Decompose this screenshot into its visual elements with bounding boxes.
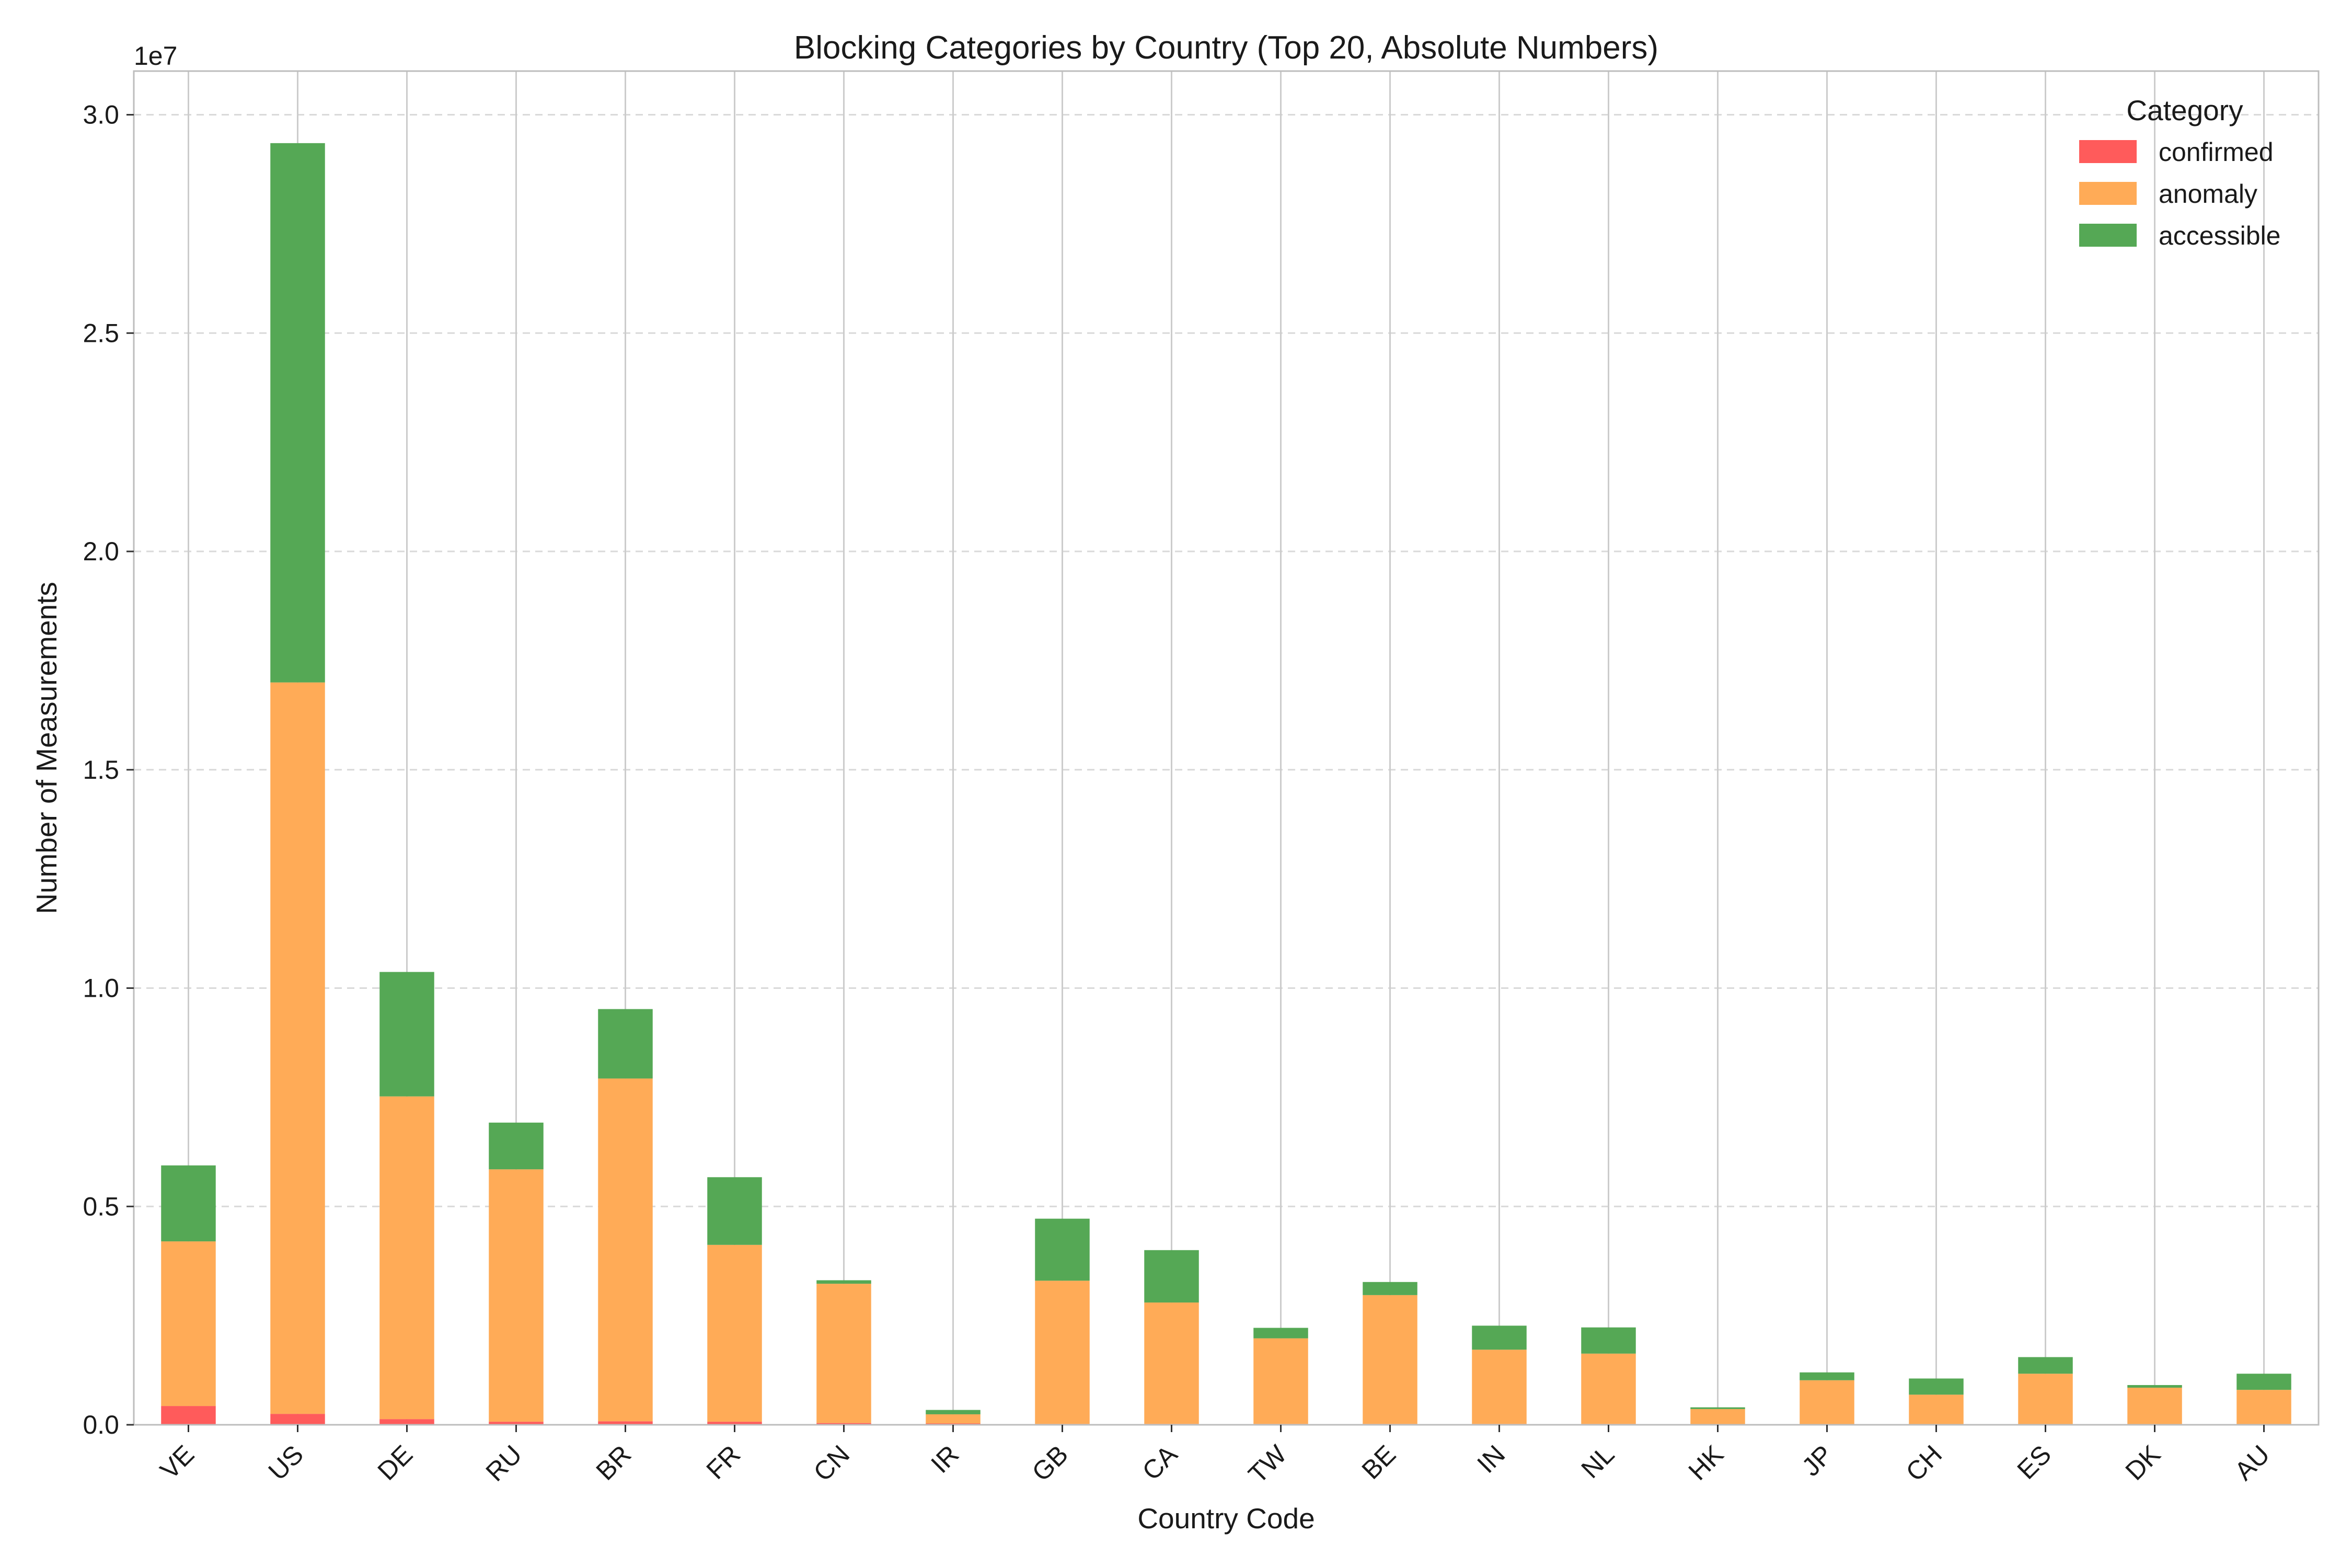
legend-label-confirmed: confirmed bbox=[2159, 137, 2274, 167]
bar-accessible-CN bbox=[816, 1280, 871, 1284]
x-axis-label: Country Code bbox=[1137, 1502, 1315, 1535]
bar-accessible-CA bbox=[1144, 1250, 1199, 1303]
bar-confirmed-RU bbox=[489, 1422, 544, 1425]
bar-confirmed-VE bbox=[161, 1406, 216, 1425]
bar-accessible-GB bbox=[1035, 1218, 1090, 1281]
bar-accessible-IR bbox=[926, 1410, 981, 1414]
bar-anomaly-NL bbox=[1581, 1353, 1636, 1424]
bar-confirmed-CN bbox=[816, 1423, 871, 1425]
y-axis-label: Number of Measurements bbox=[30, 582, 63, 914]
bar-anomaly-VE bbox=[161, 1241, 216, 1406]
bar-accessible-NL bbox=[1581, 1327, 1636, 1354]
bar-anomaly-US bbox=[270, 682, 325, 1414]
bar-anomaly-DK bbox=[2127, 1387, 2182, 1425]
bar-accessible-RU bbox=[489, 1122, 544, 1170]
bar-confirmed-DE bbox=[379, 1419, 434, 1425]
bar-confirmed-BR bbox=[598, 1421, 653, 1425]
bar-accessible-DE bbox=[379, 972, 434, 1097]
y-tick-label: 1.0 bbox=[83, 974, 119, 1003]
bar-anomaly-DE bbox=[379, 1096, 434, 1420]
bar-confirmed-US bbox=[270, 1414, 325, 1425]
bar-anomaly-CN bbox=[816, 1284, 871, 1423]
bar-anomaly-IN bbox=[1472, 1350, 1527, 1424]
bar-confirmed-FR bbox=[707, 1422, 762, 1425]
bar-accessible-HK bbox=[1690, 1407, 1745, 1409]
y-tick-label: 0.5 bbox=[83, 1192, 119, 1221]
bar-accessible-BR bbox=[598, 1009, 653, 1079]
bar-accessible-FR bbox=[707, 1177, 762, 1245]
legend-swatch-accessible bbox=[2079, 224, 2137, 247]
bar-anomaly-RU bbox=[489, 1169, 544, 1422]
bar-accessible-VE bbox=[161, 1165, 216, 1242]
bar-accessible-DK bbox=[2127, 1385, 2182, 1388]
bar-anomaly-FR bbox=[707, 1244, 762, 1422]
bar-accessible-US bbox=[270, 143, 325, 683]
bar-accessible-BE bbox=[1363, 1282, 1417, 1295]
bar-anomaly-IR bbox=[926, 1414, 981, 1424]
legend-label-anomaly: anomaly bbox=[2159, 179, 2257, 209]
y-axis: 0.0 0.5 1.0 1.5 2.0 2.5 3.0 bbox=[83, 100, 134, 1439]
y-offset-label: 1e7 bbox=[134, 41, 177, 71]
legend-title: Category bbox=[2126, 94, 2243, 126]
chart-title: Blocking Categories by Country (Top 20, … bbox=[794, 30, 1658, 66]
bar-anomaly-BE bbox=[1363, 1295, 1417, 1424]
bar-anomaly-BR bbox=[598, 1078, 653, 1422]
bar-anomaly-JP bbox=[1800, 1380, 1854, 1425]
plot-frame bbox=[133, 70, 2320, 1426]
legend-swatch-confirmed bbox=[2079, 140, 2137, 163]
bars bbox=[161, 143, 2291, 1425]
bar-accessible-JP bbox=[1800, 1372, 1854, 1380]
bar-accessible-TW bbox=[1253, 1328, 1308, 1339]
bar-anomaly-GB bbox=[1035, 1281, 1090, 1424]
legend-label-accessible: accessible bbox=[2159, 221, 2280, 250]
bar-anomaly-AU bbox=[2236, 1390, 2291, 1425]
y-tick-label: 0.0 bbox=[83, 1410, 119, 1439]
bar-anomaly-ES bbox=[2018, 1374, 2073, 1425]
y-tick-label: 2.0 bbox=[83, 537, 119, 566]
bar-accessible-ES bbox=[2018, 1357, 2073, 1374]
bar-accessible-IN bbox=[1472, 1325, 1527, 1350]
bar-anomaly-HK bbox=[1690, 1409, 1745, 1425]
bar-anomaly-TW bbox=[1253, 1338, 1308, 1424]
bar-accessible-CH bbox=[1909, 1378, 1964, 1395]
legend: Category confirmed anomaly accessible bbox=[2079, 94, 2280, 250]
y-tick-label: 3.0 bbox=[83, 100, 119, 130]
y-tick-label: 2.5 bbox=[83, 318, 119, 348]
bar-anomaly-CA bbox=[1144, 1302, 1199, 1424]
bar-accessible-AU bbox=[2236, 1374, 2291, 1390]
legend-swatch-anomaly bbox=[2079, 182, 2137, 205]
y-tick-label: 1.5 bbox=[83, 755, 119, 785]
bar-anomaly-CH bbox=[1909, 1394, 1964, 1425]
